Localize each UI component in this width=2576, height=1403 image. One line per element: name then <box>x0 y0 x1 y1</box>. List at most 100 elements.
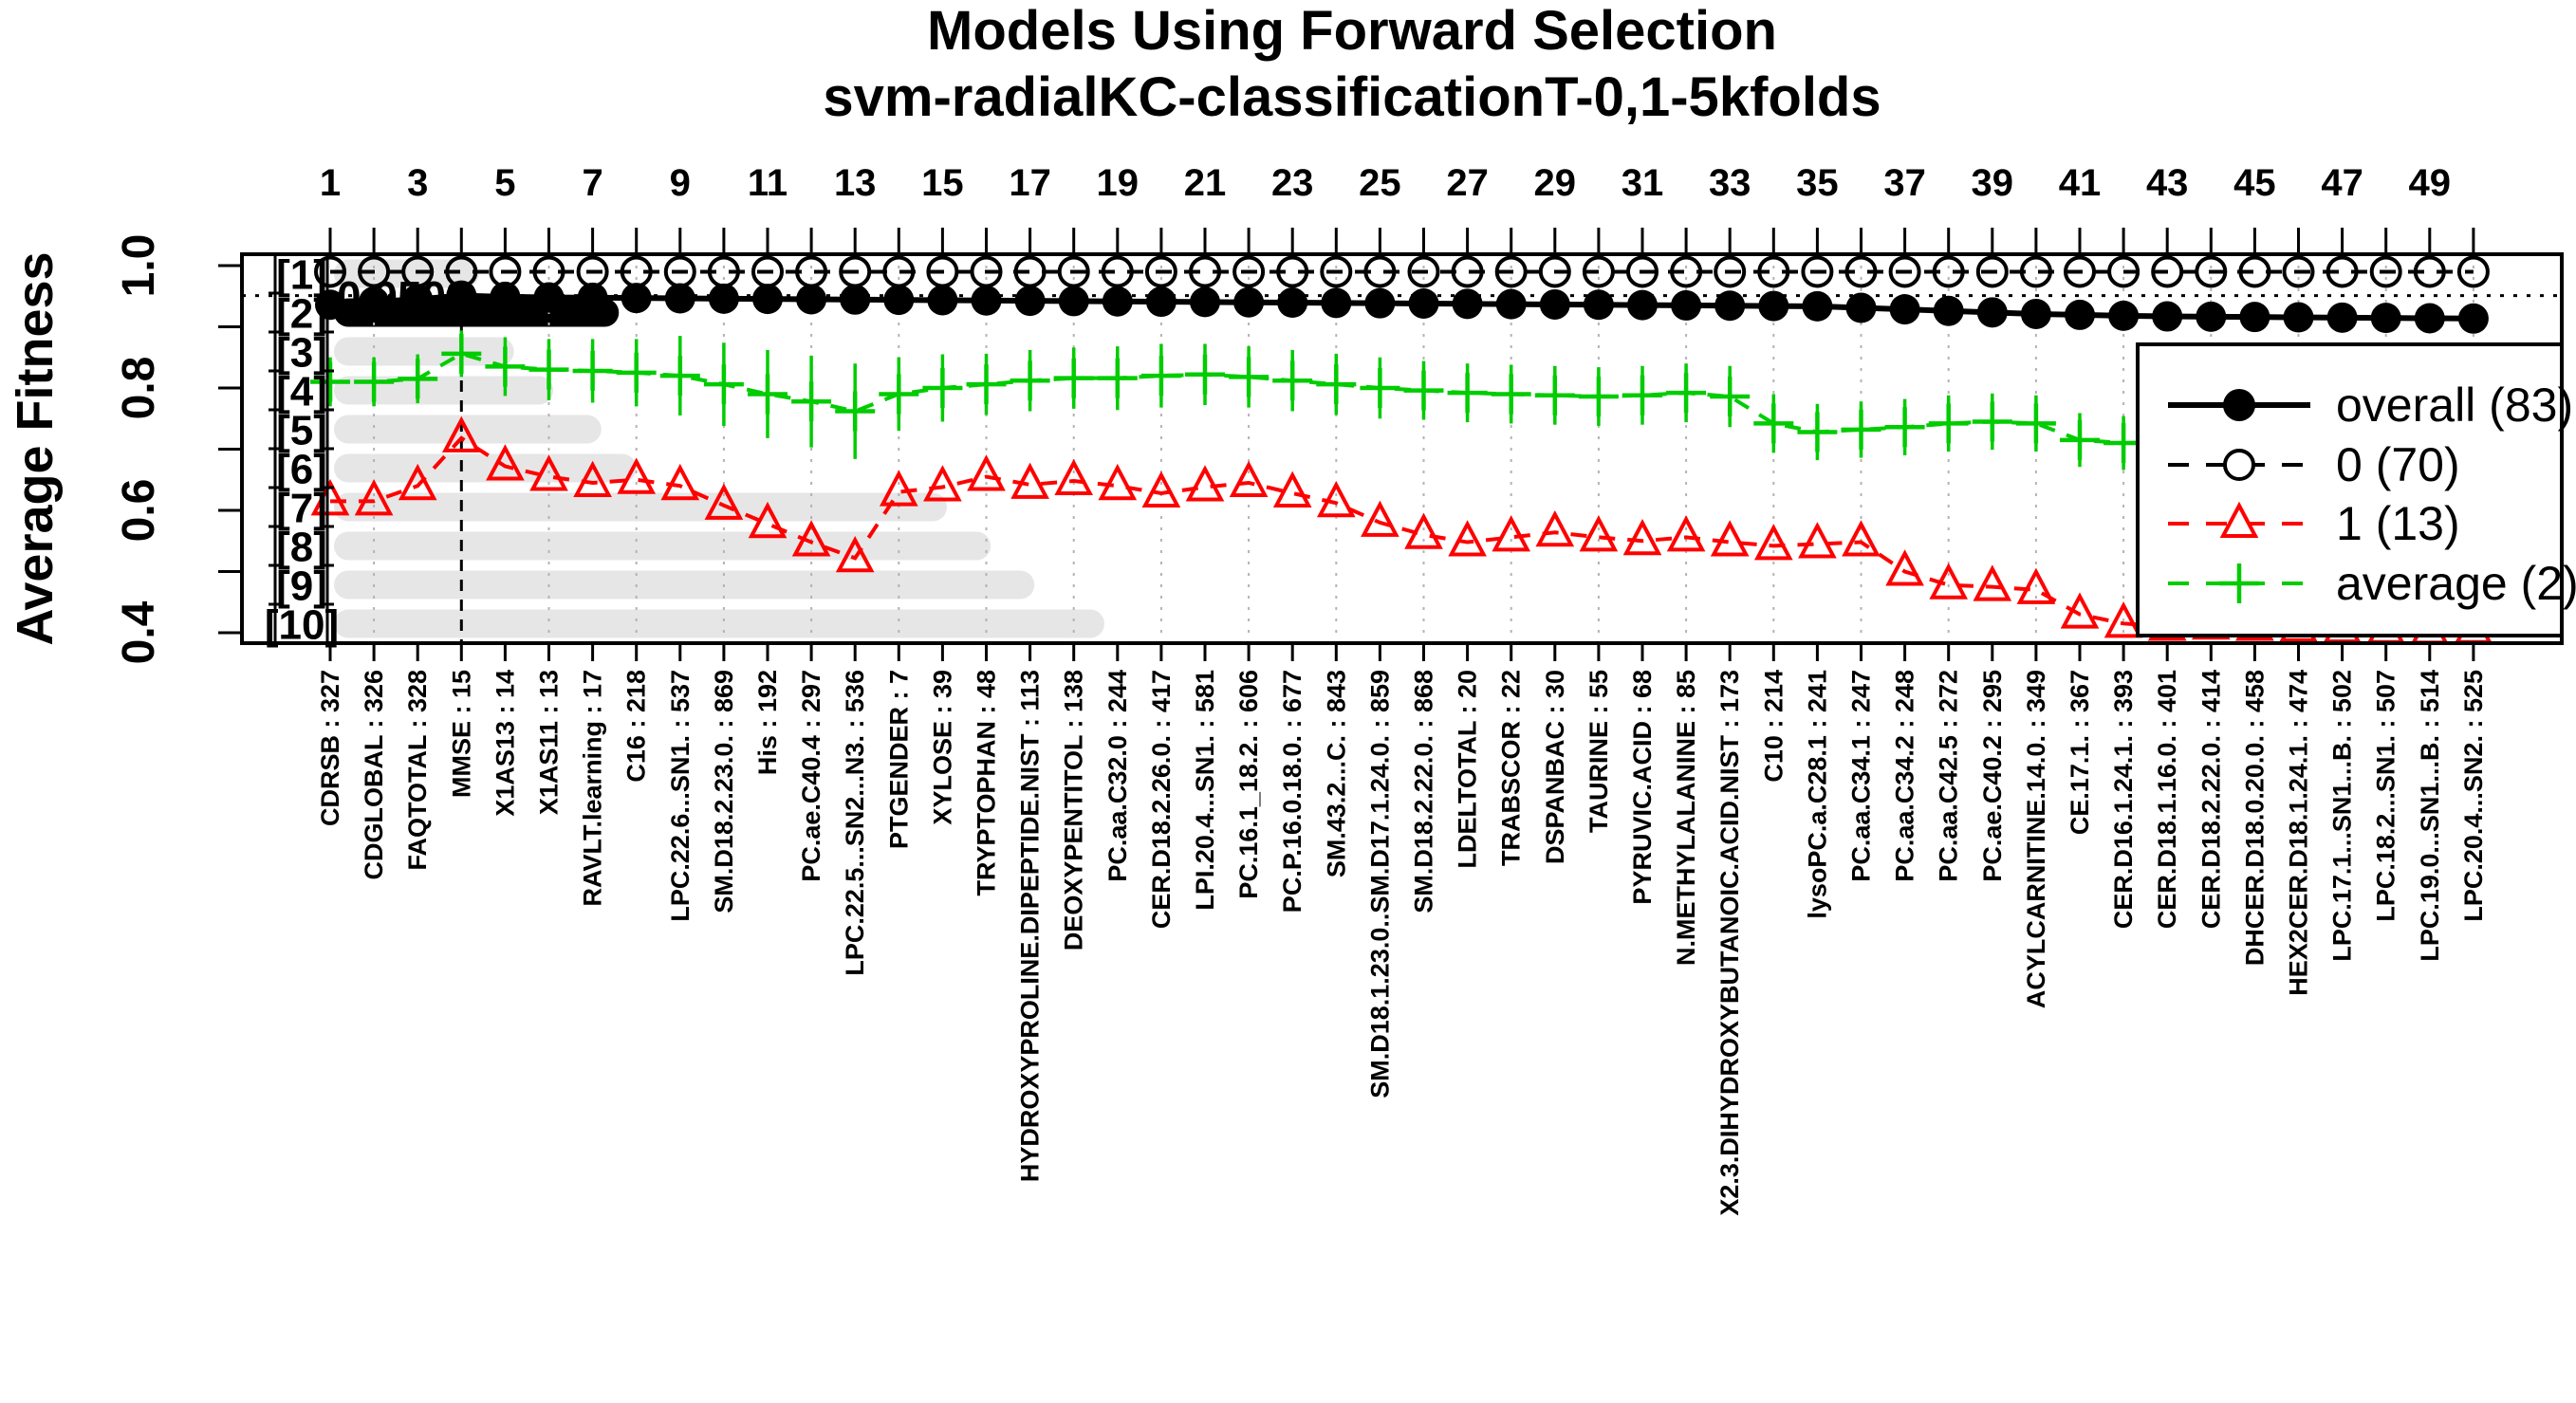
open-triangle-marker <box>1010 462 1049 499</box>
model-size-row-label: [4] <box>276 369 327 415</box>
open-circle-marker <box>314 255 346 288</box>
x-category-label: His : 192 <box>753 670 782 775</box>
open-triangle-marker <box>967 454 1006 491</box>
filled-circle-marker <box>2283 302 2314 333</box>
open-triangle-marker <box>1579 515 1619 552</box>
model-size-row-label: [6] <box>276 447 327 493</box>
filled-circle-marker <box>1452 288 1483 320</box>
filled-circle-marker <box>971 285 1002 316</box>
filled-circle-marker <box>2152 301 2183 332</box>
open-triangle-marker <box>1666 515 1706 552</box>
model-size-row-label: [5] <box>276 408 327 454</box>
x-category-label: XYLOSE : 39 <box>928 670 956 825</box>
top-axis-label: 29 <box>1534 162 1577 204</box>
open-triangle-marker <box>573 460 612 497</box>
model-size-bar-row-3 <box>334 337 514 366</box>
open-circle-marker <box>1494 255 1528 288</box>
top-axis-label: 45 <box>2233 162 2276 204</box>
open-triangle-marker <box>617 457 657 494</box>
x-category-label: LPC.17.1...SN1...B. : 502 <box>2328 670 2357 962</box>
x-category-label: PC.P.16.0.18.0. : 677 <box>1278 670 1307 913</box>
legend: overall (83) 0 (70) 1 (13) average (2) <box>2136 342 2576 637</box>
open-circle-marker <box>1451 255 1484 288</box>
model-size-row-label: [7] <box>276 486 327 532</box>
open-triangle-marker <box>1098 463 1138 501</box>
filled-circle-marker <box>446 280 477 311</box>
top-axis-label: 1 <box>320 162 341 204</box>
open-triangle-marker <box>398 463 437 501</box>
open-circle-marker <box>2195 255 2228 288</box>
x-category-label: PTGENDER : 7 <box>884 670 913 849</box>
y-axis-label: 1.0 <box>114 234 164 298</box>
filled-circle-marker <box>533 282 565 313</box>
open-triangle-marker <box>923 465 962 502</box>
top-axis-label: 5 <box>494 162 515 204</box>
filled-circle-marker <box>796 284 827 315</box>
x-category-label: C16 : 218 <box>622 670 651 783</box>
open-circle-marker <box>1101 255 1134 288</box>
filled-circle-marker <box>1845 292 1877 323</box>
open-circle-marker <box>1626 255 1659 288</box>
x-category-label: HYDROXYPROLINE.DIPEPTIDE.NIST : 113 <box>1016 670 1045 1182</box>
x-category-label: LPC.20.4...SN2. : 525 <box>2459 670 2488 922</box>
open-triangle-marker <box>1798 522 1837 559</box>
open-triangle-marker <box>879 470 918 507</box>
open-triangle-marker <box>1361 500 1399 537</box>
x-category-label: LPC.22.5...SN2...N3. : 536 <box>841 670 869 976</box>
open-triangle-marker <box>1272 471 1312 508</box>
filled-circle-marker <box>2370 303 2401 334</box>
open-circle-marker <box>2151 255 2184 288</box>
filled-circle-marker <box>315 289 345 321</box>
open-circle-marker <box>1320 255 1353 288</box>
x-category-label: CER.D18.1.16.0. : 401 <box>2153 670 2181 929</box>
open-triangle-marker <box>660 463 700 501</box>
filled-circle-marker <box>2196 301 2227 332</box>
top-axis-label: 21 <box>1184 162 1227 204</box>
filled-circle-marker <box>1495 288 1527 320</box>
top-axis-label: 49 <box>2409 162 2452 204</box>
chart-subtitle: svm-radialKC-classificationT-0,1-5kfolds <box>823 66 1881 128</box>
legend-entry-label: 1 (13) <box>2336 497 2460 550</box>
top-axis-label: 31 <box>1622 162 1664 204</box>
top-axis-label: 11 <box>748 162 788 204</box>
open-circle-marker <box>2019 255 2052 288</box>
open-circle-marker <box>1538 255 1571 288</box>
open-triangle-marker <box>441 415 481 452</box>
open-circle-marker <box>1144 255 1177 288</box>
filled-circle-marker <box>1539 288 1570 320</box>
x-category-label: ACYLCARNITINE.14.0. : 349 <box>2022 670 2050 1008</box>
legend-triangle-icon <box>2219 501 2259 538</box>
open-triangle-marker <box>310 479 350 516</box>
filled-circle-marker <box>2326 302 2358 333</box>
x-category-label: DEOXYPENTITOL : 138 <box>1060 670 1088 951</box>
x-category-label: X2.3.DIHYDROXYBUTANOIC.ACID.NIST : 173 <box>1715 670 1744 1216</box>
x-category-label: SM.43.2...C. : 843 <box>1322 670 1350 877</box>
open-triangle-marker <box>1316 480 1356 518</box>
open-triangle-marker <box>486 444 525 481</box>
filled-circle-marker <box>927 285 958 316</box>
top-axis-label: 3 <box>407 162 428 204</box>
open-circle-marker <box>1714 255 1747 288</box>
filled-circle-marker <box>490 281 521 312</box>
open-circle-marker <box>1276 255 1309 288</box>
filled-circle-marker <box>1802 290 1833 322</box>
x-category-label: LPC.19.0...SN1...B. : 514 <box>2416 670 2444 962</box>
filled-circle-marker <box>1321 287 1352 319</box>
x-category-label: SM.D18.2.22.0. : 868 <box>1410 670 1438 914</box>
model-size-row-label: [3] <box>276 330 327 377</box>
filled-circle-marker <box>1102 286 1133 317</box>
legend-entry-label: average (2) <box>2336 557 2576 610</box>
open-circle-marker <box>2238 255 2271 288</box>
top-axis-label: 35 <box>1796 162 1839 204</box>
filled-circle-marker <box>1190 286 1220 318</box>
filled-circle-marker <box>752 284 783 315</box>
open-circle-marker <box>1932 255 1965 288</box>
open-circle-marker <box>1407 255 1440 288</box>
x-category-label: PC.aa.C34.1 : 247 <box>1847 670 1876 882</box>
x-category-label: X1AS13 : 14 <box>491 670 519 817</box>
x-category-label: CER.D16.1.24.1. : 393 <box>2109 670 2138 929</box>
model-size-bar-row-8 <box>334 531 991 561</box>
top-axis-label: 43 <box>2146 162 2189 204</box>
filled-circle-marker <box>2020 298 2051 329</box>
